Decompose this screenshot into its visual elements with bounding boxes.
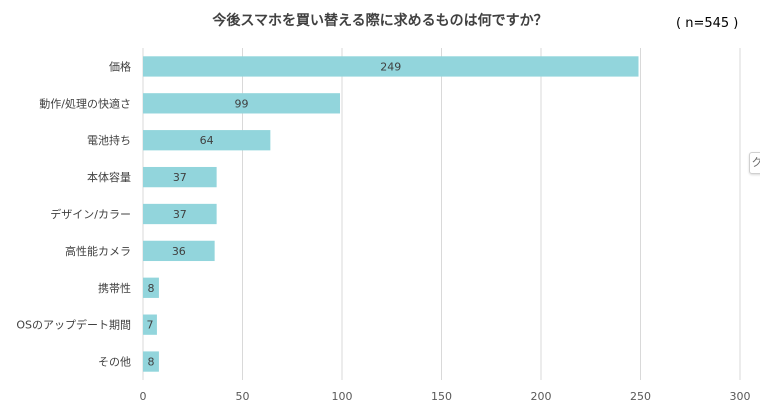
bar: [143, 314, 157, 335]
data-label: 37: [173, 171, 187, 184]
data-label: 249: [380, 60, 401, 73]
sample-size-label: ( n=545 ): [676, 16, 739, 31]
data-label: 37: [173, 208, 187, 221]
side-panel-tab[interactable]: ク: [749, 152, 760, 174]
bar: [143, 351, 159, 372]
category-label: 高性能カメラ: [65, 244, 131, 258]
x-tick-label: 100: [332, 390, 353, 403]
chart-title: 今後スマホを買い替える際に求めるものは何ですか？: [212, 13, 548, 29]
category-label: 電池持ち: [87, 133, 131, 147]
data-label: 7: [146, 319, 153, 332]
x-tick-label: 150: [431, 390, 452, 403]
x-tick-label: 300: [730, 390, 751, 403]
x-tick-label: 250: [630, 390, 651, 403]
category-label: 動作/処理の快適さ: [39, 96, 131, 110]
category-label: デザイン/カラー: [50, 207, 131, 221]
bar: [143, 56, 639, 77]
category-label: 携帯性: [98, 281, 131, 295]
data-label: 99: [235, 97, 249, 110]
bar: [143, 277, 159, 298]
bar: [143, 130, 271, 151]
bar: [143, 240, 215, 262]
bar: [143, 166, 217, 188]
data-label: 36: [172, 245, 186, 258]
category-label: その他: [98, 356, 131, 369]
bar: [143, 203, 217, 225]
x-tick-label: 0: [140, 390, 147, 403]
data-label: 64: [200, 134, 214, 147]
x-tick-label: 200: [531, 390, 552, 403]
category-label: 価格: [109, 59, 131, 73]
x-tick-label: 50: [236, 390, 250, 403]
category-label: 本体容量: [87, 170, 131, 184]
category-label: OSのアップデート期間: [16, 318, 131, 332]
bar: [143, 93, 341, 114]
data-label: 8: [147, 282, 154, 295]
data-label: 8: [147, 356, 154, 369]
